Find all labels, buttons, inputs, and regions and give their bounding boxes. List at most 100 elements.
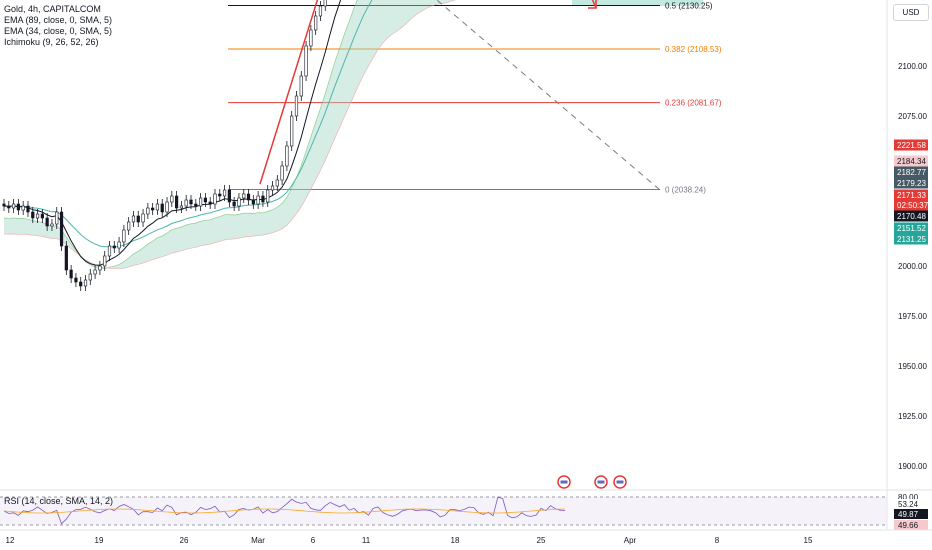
event-flag-icon	[616, 480, 624, 484]
event-flag-icon	[560, 480, 568, 484]
rsi-ma-line	[3, 508, 566, 514]
price-badge	[894, 166, 928, 178]
candle-body	[107, 245, 112, 257]
candle-body	[251, 199, 255, 205]
candle-body	[290, 115, 294, 147]
price-badge-text: 2184.34	[897, 157, 926, 166]
candle-body	[21, 205, 25, 211]
price-badge-text: 2131.25	[897, 235, 926, 244]
time-tick-label: 8	[715, 536, 720, 545]
candle-body	[237, 197, 241, 207]
price-badge	[894, 233, 928, 245]
price-axis: 1900.001925.001950.001975.002000.002025.…	[886, 0, 929, 530]
candle-body	[74, 277, 78, 283]
candle-body	[131, 215, 136, 223]
candle-body	[266, 189, 270, 203]
price-badge	[894, 210, 928, 222]
candle-body	[309, 29, 313, 47]
time-tick-label: 15	[804, 536, 813, 545]
stop-loss-zone	[572, 0, 703, 6]
drawings: entry sell	[259, 0, 661, 489]
candle-body	[184, 199, 188, 207]
indicator-legend: Gold, 4h, CAPITALCOM EMA (89, close, 0, …	[4, 4, 112, 48]
fib-label-0.382: 0.382 (2108.53)	[665, 45, 722, 54]
candle-body	[155, 203, 160, 211]
ema-89-line	[3, 0, 373, 248]
candle-body	[122, 229, 126, 243]
rsi-badge	[894, 499, 928, 509]
candle-body	[194, 203, 198, 207]
candle-body	[323, 0, 327, 7]
price-badge	[894, 199, 928, 211]
candle-body	[213, 193, 217, 205]
candle-body	[294, 95, 299, 117]
candle-body	[246, 193, 251, 201]
candle-body	[16, 203, 20, 211]
rsi-legend[interactable]: RSI (14, close, SMA, 14, 2)	[4, 496, 114, 506]
candle-body	[314, 15, 318, 31]
candle-body	[69, 269, 73, 279]
candle-body	[165, 201, 169, 213]
price-badge-text: 02:50:37	[897, 201, 929, 210]
rsi-badge	[894, 520, 928, 530]
ichimoku-legend[interactable]: Ichimoku (9, 26, 52, 26)	[4, 37, 99, 47]
candle-body	[50, 223, 54, 227]
candle-body	[2, 203, 6, 207]
candle-body	[218, 193, 222, 197]
symbol-title[interactable]: Gold, 4h, CAPITALCOM	[4, 4, 101, 14]
fib-label-0: 0 (2038.24)	[665, 186, 706, 195]
price-tick-label: 1925.00	[898, 412, 927, 421]
price-tick-label: 2000.00	[898, 262, 927, 271]
time-tick-label: Mar	[251, 536, 265, 545]
currency-button[interactable]: USD	[893, 4, 929, 21]
candle-body	[170, 195, 174, 203]
candle-body	[45, 217, 49, 227]
candle-body	[55, 211, 59, 225]
ema-34-legend[interactable]: EMA (34, close, 0, SMA, 5)	[4, 26, 113, 36]
ema-89-legend[interactable]: EMA (89, close, 0, SMA, 5)	[4, 15, 113, 25]
candle-body	[141, 213, 145, 223]
candle-body	[11, 203, 16, 209]
price-badge	[894, 189, 928, 201]
price-badge-text: 2179.23	[897, 179, 926, 188]
candle-body	[198, 197, 203, 207]
price-badge-text: 2151.52	[897, 224, 926, 233]
time-tick-label: 11	[362, 536, 371, 545]
ema-lines	[3, 0, 373, 266]
candle-body	[318, 5, 323, 17]
candle-body	[103, 255, 107, 267]
candles	[2, 0, 327, 291]
time-tick-label: 18	[451, 536, 460, 545]
take-profit-box	[572, 0, 703, 6]
projection-arrow	[591, 0, 597, 9]
candle-body	[136, 215, 140, 223]
arrow-head	[588, 0, 597, 9]
candle-body	[93, 269, 97, 275]
time-tick-label: 12	[6, 536, 15, 545]
price-tick-label: 1975.00	[898, 312, 927, 321]
price-tick-label: 1950.00	[898, 362, 927, 371]
candle-body	[112, 245, 116, 249]
price-badge	[894, 139, 928, 151]
candle-body	[256, 195, 260, 205]
rsi-badge-text: 49.87	[898, 510, 919, 519]
price-badge-text: 2182.77	[897, 168, 926, 177]
rsi-badge	[894, 509, 928, 519]
candle-body	[59, 211, 64, 247]
fib-label-0.5: 0.5 (2130.25)	[665, 2, 713, 11]
time-tick-label: 19	[95, 536, 104, 545]
trend-line	[436, 0, 661, 191]
candle-body	[299, 75, 303, 97]
rsi-tick-label: 80.00	[898, 493, 919, 502]
price-tick-label: 1900.00	[898, 462, 927, 471]
candle-body	[227, 189, 231, 203]
rsi-band	[0, 497, 887, 525]
price-badge	[894, 177, 928, 189]
candle-body	[222, 189, 227, 197]
price-tick-label: 2075.00	[898, 112, 927, 121]
time-tick-label: Apr	[624, 536, 637, 545]
time-axis: 12 19 26 Mar 6 11 18 25 Apr 8 15	[0, 529, 932, 545]
candle-body	[275, 179, 279, 187]
